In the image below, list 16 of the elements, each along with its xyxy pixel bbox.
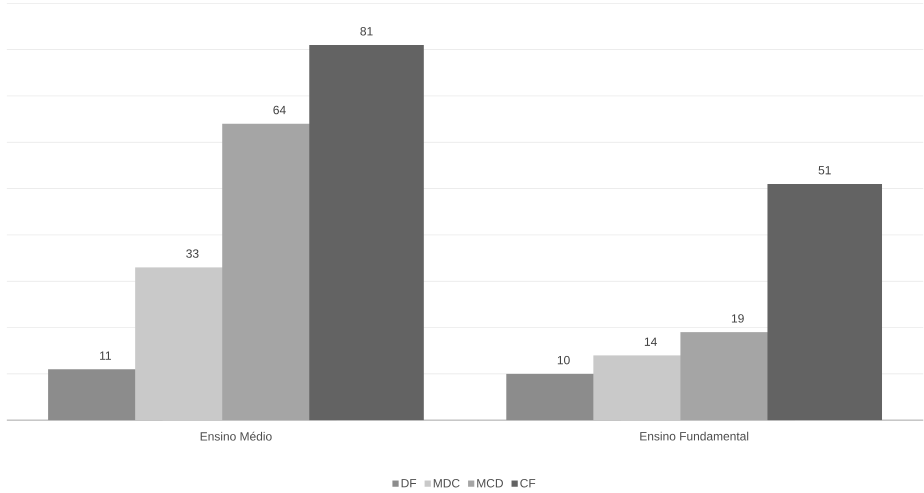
legend-label: DF (402, 479, 416, 488)
data-label: 14 (644, 338, 657, 346)
legend-label: MCD (477, 479, 503, 488)
data-label: 11 (100, 352, 111, 360)
bar (767, 184, 882, 420)
data-label: 33 (186, 249, 199, 258)
data-label: 10 (558, 356, 570, 364)
legend-label: MDC (434, 479, 460, 488)
data-label: 51 (818, 166, 831, 175)
data-label: 81 (360, 27, 373, 36)
bar (309, 45, 424, 420)
x-tick-label: Ensino Médio (200, 432, 272, 441)
x-tick-label: Ensino Fundamental (640, 432, 748, 441)
data-label: 64 (273, 106, 286, 114)
legend-label: CF (520, 479, 536, 488)
data-label: 19 (732, 314, 744, 323)
